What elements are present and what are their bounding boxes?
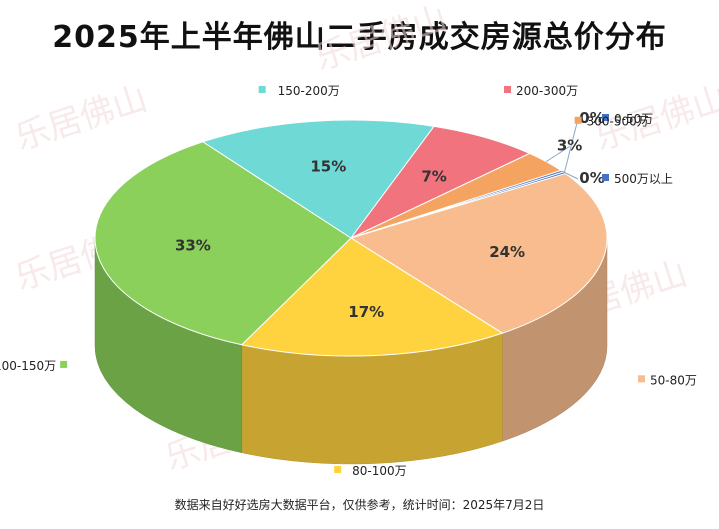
legend-marker-50-80 <box>638 375 645 383</box>
category-label-200-300: 200-300万 <box>516 84 578 98</box>
category-label-0-50: 0-50万 <box>614 112 653 126</box>
pie-slices <box>94 119 608 357</box>
pie-sides <box>94 237 608 465</box>
legend-marker-300-500 <box>574 116 582 124</box>
leader-line-0-50 <box>563 118 579 173</box>
pct-label-500: 0% <box>579 169 604 187</box>
chart-title: 2025年上半年佛山二手房成交房源总价分布 <box>52 20 667 55</box>
leader-line-300-500 <box>545 146 570 163</box>
pct-label-0-50: 0% <box>579 109 604 127</box>
watermark-text: 乐居佛山 <box>310 0 452 79</box>
source-footnote: 数据来自好好选房大数据平台，仅供参考，统计时间：2025年7月2日 <box>174 498 545 512</box>
legend-marker-0-50 <box>602 114 609 121</box>
legend-marker-80-100 <box>334 466 342 473</box>
category-label-80-100: 80-100万 <box>352 464 407 478</box>
percent-labels: 0% 24% 17% 33% 15% 7% 3% 0% <box>175 109 605 321</box>
category-label-100-150: 100-150万 <box>0 359 56 373</box>
pct-label-300-500: 3% <box>557 136 582 154</box>
pie-slice-150-200 <box>201 119 435 239</box>
pct-label-50-80: 24% <box>489 243 525 261</box>
pct-label-100-150: 33% <box>175 236 211 254</box>
pie-slice-80-100 <box>240 237 504 357</box>
pie-slice-200-300 <box>350 125 531 239</box>
leader-line-500 <box>561 170 579 180</box>
watermark-text: 乐居佛山 <box>10 78 152 158</box>
legend-marker-200-300 <box>504 86 512 93</box>
pie-slice-50-80 <box>349 173 608 334</box>
pie-slice-100-150 <box>94 141 352 346</box>
category-labels: 0-50万 50-80万 80-100万 100-150万 150-200万 200-30… <box>0 84 697 478</box>
pct-label-200-300: 7% <box>421 168 446 186</box>
pct-label-80-100: 17% <box>348 303 384 321</box>
pct-label-150-200: 15% <box>310 158 346 176</box>
legend-marker-500 <box>602 174 609 181</box>
category-label-500: 500万以上 <box>614 172 673 186</box>
legend-marker-100-150 <box>60 360 68 368</box>
category-label-150-200: 150-200万 <box>278 84 340 98</box>
leader-lines <box>545 118 579 180</box>
legend-marker-150-200 <box>258 86 266 93</box>
category-label-300-500: 300-500万 <box>587 115 649 129</box>
category-label-50-80: 50-80万 <box>650 373 697 387</box>
